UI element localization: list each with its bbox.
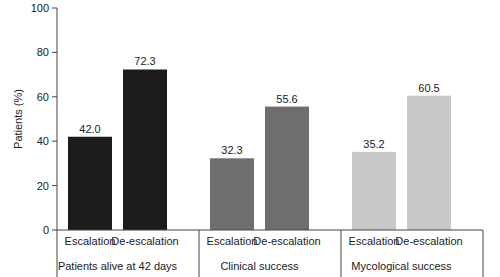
- data-label: 55.6: [276, 93, 297, 105]
- x-tick-label: Escalation: [207, 235, 258, 247]
- y-tick-label: 60: [37, 91, 49, 103]
- data-label: 32.3: [221, 144, 242, 156]
- y-tick: [52, 141, 57, 142]
- y-axis: [57, 8, 58, 230]
- group-separator: [341, 230, 342, 277]
- y-tick-label: 0: [43, 224, 49, 236]
- x-tick-label: Escalation: [349, 235, 400, 247]
- bar: [210, 158, 254, 230]
- category-label: Mycological success: [351, 260, 452, 272]
- x-tick-label: De-escalation: [253, 235, 320, 247]
- bar: [407, 96, 451, 230]
- y-tick-label: 80: [37, 46, 49, 58]
- x-axis: [57, 230, 483, 231]
- y-tick-label: 40: [37, 135, 49, 147]
- chart-container: 0 20 40 60 80 100 Patients (%) 42.0 72.3 32.3 55.6…: [0, 0, 500, 277]
- bar: [68, 137, 112, 230]
- data-label: 60.5: [418, 82, 439, 94]
- chart-svg: 0 20 40 60 80 100 Patients (%) 42.0 72.3 32.3 55.6…: [0, 0, 500, 277]
- y-tick-label: 20: [37, 180, 49, 192]
- y-axis-label: Patients (%): [12, 89, 24, 149]
- data-label: 35.2: [363, 138, 384, 150]
- x-tick-label: Escalation: [65, 235, 116, 247]
- y-tick: [52, 96, 57, 97]
- group-separator: [199, 230, 200, 277]
- x-tick-label: De-escalation: [395, 235, 462, 247]
- bar: [265, 107, 309, 230]
- group-separator: [57, 230, 58, 277]
- bars: [68, 69, 451, 230]
- y-tick: [52, 8, 57, 9]
- bar: [123, 69, 167, 230]
- data-label: 42.0: [79, 123, 100, 135]
- category-label: Clinical success: [220, 260, 299, 272]
- group-separator: [483, 230, 484, 277]
- y-tick: [52, 185, 57, 186]
- category-label: Patients alive at 42 days: [58, 260, 178, 272]
- data-labels: 42.0 72.3 32.3 55.6 35.2 60.5: [79, 55, 439, 156]
- y-tick: [52, 230, 57, 231]
- y-tick: [52, 52, 57, 53]
- data-label: 72.3: [134, 55, 155, 67]
- y-tick-label: 100: [31, 2, 49, 14]
- bar: [352, 152, 396, 230]
- x-tick-label: De-escalation: [111, 235, 178, 247]
